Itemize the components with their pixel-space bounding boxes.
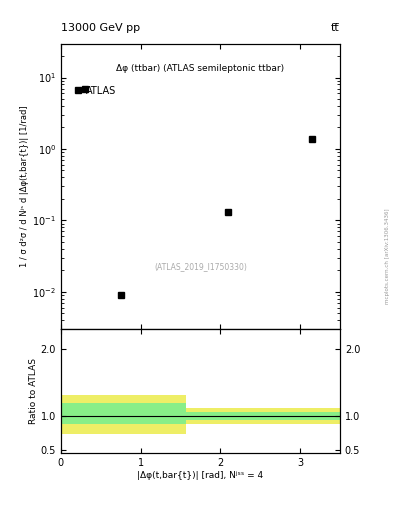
Text: Δφ (ttbar) (ATLAS semileptonic ttbar): Δφ (ttbar) (ATLAS semileptonic ttbar) [116,63,285,73]
Y-axis label: Ratio to ATLAS: Ratio to ATLAS [29,358,38,424]
ATLAS [83,86,87,92]
Line: ATLAS: ATLAS [82,86,315,297]
ATLAS [226,209,231,215]
Text: (ATLAS_2019_I1750330): (ATLAS_2019_I1750330) [154,262,247,271]
Legend: ATLAS: ATLAS [72,82,119,98]
Y-axis label: 1 / σ d²σ / d Nʲˢ d |Δφ(t,bar{t})| [1/rad]: 1 / σ d²σ / d Nʲˢ d |Δφ(t,bar{t})| [1/ra… [20,105,29,267]
Text: 13000 GeV pp: 13000 GeV pp [61,23,140,33]
ATLAS [118,292,123,298]
X-axis label: |Δφ(t,bar{t})| [rad], Nʲˢˢ = 4: |Δφ(t,bar{t})| [rad], Nʲˢˢ = 4 [138,471,263,480]
Text: tt̅: tt̅ [331,23,340,33]
ATLAS [310,136,314,142]
Text: mcplots.cern.ch [arXiv:1306.3436]: mcplots.cern.ch [arXiv:1306.3436] [385,208,389,304]
